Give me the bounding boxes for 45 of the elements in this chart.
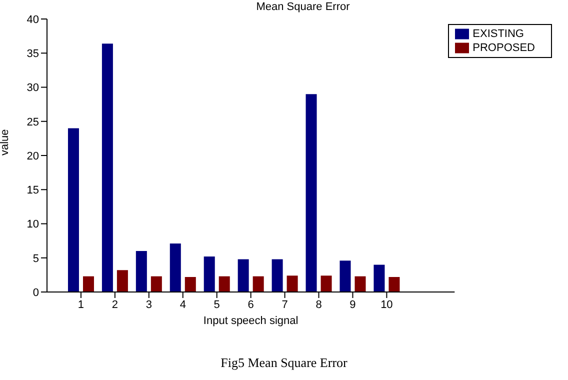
y-tick-label: 0	[32, 286, 39, 299]
y-tick-label: 10	[26, 218, 39, 231]
bar	[374, 264, 385, 292]
y-tick-label: 40	[26, 14, 39, 26]
bar	[252, 276, 264, 292]
bar	[272, 259, 283, 292]
bar	[82, 276, 94, 292]
y-tick-label: 35	[26, 48, 39, 60]
bar	[170, 244, 181, 292]
x-tick-label: 7	[282, 298, 288, 311]
x-axis-title: Input speech signal	[203, 315, 298, 327]
bar	[136, 251, 147, 292]
x-tick-label: 9	[350, 298, 356, 311]
bar	[150, 276, 162, 292]
chart-title: Mean Square Error	[255, 1, 351, 13]
bar	[238, 259, 249, 292]
legend-label: EXISTING	[472, 28, 524, 40]
x-tick-label: 4	[180, 298, 186, 311]
bar	[102, 44, 113, 292]
x-tick-label: 5	[214, 298, 220, 311]
bar	[354, 276, 366, 292]
caption: Fig5 Mean Square Error	[220, 355, 348, 371]
legend-label: PROPOSED	[472, 42, 535, 54]
y-axis-title: value	[0, 129, 11, 156]
bar	[116, 270, 128, 292]
y-tick-label: 30	[26, 82, 39, 94]
y-tick-label: 20	[26, 150, 39, 162]
bar	[320, 276, 332, 292]
x-tick-label: 6	[248, 298, 254, 311]
y-tick-label: 15	[26, 184, 39, 197]
x-tick-label: 8	[316, 298, 322, 311]
bar	[306, 94, 317, 292]
x-tick-label: 3	[146, 298, 152, 311]
x-tick-label: 2	[112, 298, 118, 311]
y-tick-label: 25	[26, 116, 39, 128]
bar	[204, 256, 215, 292]
bar	[218, 276, 230, 292]
bar	[184, 276, 196, 292]
x-tick-label: 1	[78, 298, 84, 311]
y-tick-label: 5	[32, 252, 39, 265]
bar	[286, 276, 298, 292]
bar	[340, 260, 351, 292]
x-tick-label: 10	[380, 298, 393, 311]
bar	[68, 128, 79, 292]
bar	[388, 276, 400, 292]
